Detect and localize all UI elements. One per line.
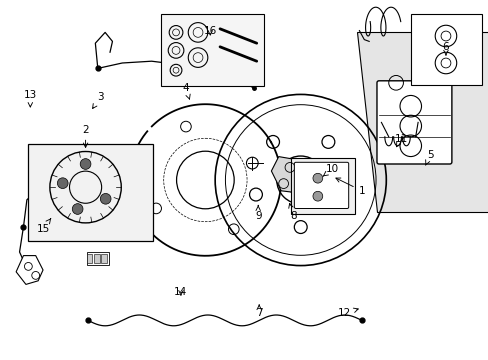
Bar [28,144,153,241]
Bar [290,158,354,214]
FancyBboxPatch shape [376,81,451,164]
Circle shape [72,204,83,214]
Polygon shape [16,256,43,284]
Text: 4: 4 [182,83,190,99]
Bar [101,254,107,263]
Text: 2: 2 [82,125,89,147]
Text: 14: 14 [174,287,187,297]
Circle shape [312,173,322,183]
Text: 11: 11 [393,134,407,147]
FancyBboxPatch shape [294,162,348,208]
Text: 12: 12 [337,308,358,318]
Text: 1: 1 [335,178,365,196]
Polygon shape [356,32,488,212]
Text: 13: 13 [23,90,37,107]
Bar [86,252,108,265]
Circle shape [100,193,111,204]
Text: 9: 9 [254,206,261,221]
Bar [86,254,92,263]
Bar [94,254,100,263]
Bar [410,14,481,85]
Text: 16: 16 [203,26,217,36]
Circle shape [57,178,68,189]
Text: 8: 8 [288,203,296,221]
Text: 5: 5 [425,150,433,165]
Circle shape [80,159,91,169]
Polygon shape [271,157,303,193]
Bar [161,14,264,86]
Text: 6: 6 [442,42,448,55]
Text: 10: 10 [323,164,338,176]
Text: 15: 15 [36,219,51,234]
Text: 3: 3 [92,92,103,108]
Circle shape [312,191,322,201]
Text: 7: 7 [255,305,262,318]
